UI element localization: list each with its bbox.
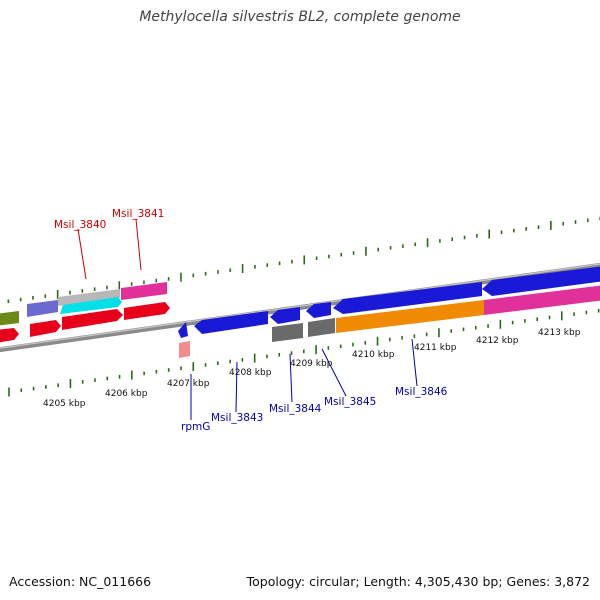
gene-msil_3843[interactable] <box>194 311 268 334</box>
gene-label-msil_3846[interactable]: Msil_3846 <box>395 386 448 398</box>
gene-msil_3844[interactable] <box>270 307 300 324</box>
gene-rpmg-rna[interactable] <box>179 341 190 358</box>
gene-red-left[interactable] <box>0 328 19 343</box>
scale-label-4213: 4213 kbp <box>538 328 581 338</box>
gene-rpmg[interactable] <box>178 322 188 338</box>
gene-labels: Msil_3840 Msil_3841 rpmG Msil_3843 Msil_… <box>54 208 448 433</box>
label-leaders <box>77 218 418 420</box>
gene-track-left <box>0 282 170 343</box>
accession-text: Accession: NC_011666 <box>9 574 152 589</box>
upper-tick-track <box>7 216 600 304</box>
gene-purple[interactable] <box>27 300 58 317</box>
genome-summary-text: Topology: circular; Length: 4,305,430 bp… <box>246 574 590 589</box>
gene-cyan-msil_3840[interactable] <box>60 297 122 314</box>
gene-orange[interactable] <box>336 300 484 333</box>
gene-red-c[interactable] <box>124 302 170 320</box>
gene-red-b[interactable] <box>62 309 123 330</box>
gene-track-right <box>178 266 600 358</box>
gene-gray-b[interactable] <box>308 318 335 337</box>
scale-labels: 4205 kbp 4206 kbp 4207 kbp 4208 kbp 4209… <box>43 328 581 409</box>
gene-olive[interactable] <box>0 311 19 326</box>
gene-msil_3845[interactable] <box>306 302 331 318</box>
scale-label-4212: 4212 kbp <box>476 336 519 346</box>
scale-label-4206: 4206 kbp <box>105 389 148 399</box>
gene-magenta-right[interactable] <box>484 285 600 315</box>
scale-label-4211: 4211 kbp <box>414 343 457 353</box>
gene-blue-right[interactable] <box>482 266 600 296</box>
scale-label-4210: 4210 kbp <box>352 350 395 360</box>
gene-silver[interactable] <box>58 289 120 306</box>
genome-title: Methylocella silvestris BL2, complete ge… <box>139 9 461 25</box>
scale-label-4205: 4205 kbp <box>43 399 86 409</box>
gene-gray-a[interactable] <box>272 323 303 342</box>
lower-tick-track <box>8 308 600 397</box>
scale-label-4208: 4208 kbp <box>229 368 272 378</box>
gene-label-msil_3843[interactable]: Msil_3843 <box>211 412 263 424</box>
gene-label-msil_3840[interactable]: Msil_3840 <box>54 219 106 231</box>
genome-backbone-highlight <box>0 263 600 349</box>
gene-label-msil_3844[interactable]: Msil_3844 <box>269 403 322 415</box>
gene-label-msil_3841[interactable]: Msil_3841 <box>112 208 164 220</box>
gene-label-rpmg[interactable]: rpmG <box>181 421 210 433</box>
gene-label-msil_3845[interactable]: Msil_3845 <box>324 396 376 408</box>
gene-red-a[interactable] <box>30 320 61 337</box>
scale-label-4209: 4209 kbp <box>290 359 333 369</box>
gene-msil_3846[interactable] <box>333 282 482 314</box>
gene-magenta-msil_3841[interactable] <box>121 282 167 300</box>
scale-label-4207: 4207 kbp <box>167 379 210 389</box>
